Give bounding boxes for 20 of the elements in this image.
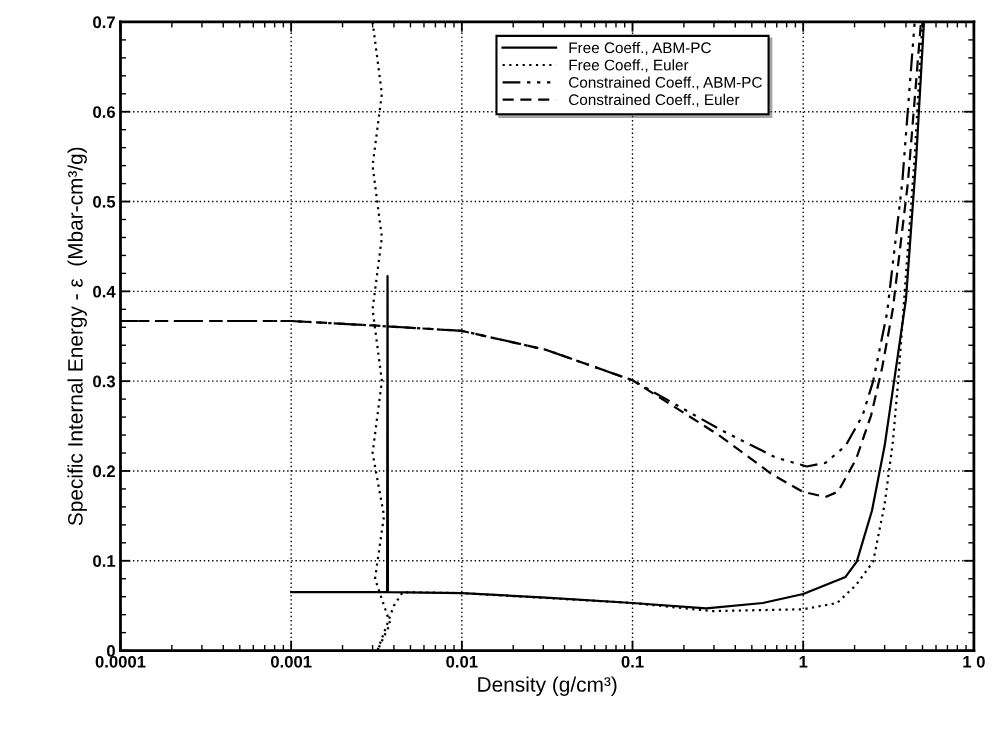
y-tick-label: 0 [107,644,115,657]
y-tick-label: 0.7 [93,16,115,29]
y-tick-label: 0.5 [93,195,116,208]
legend-label: Free Coeff., ABM-PC [569,41,711,55]
x-tick-label: 0.0001 [95,655,146,668]
y-tick-label: 0.6 [93,106,116,118]
x-tick-label: 0.1 [621,655,644,668]
y-axis-title: Specific Internal Energy - ε (Mbar-cm³/g) [67,147,87,526]
legend-label: Constrained Coeff., Euler [569,93,740,107]
x-tick-label: 0.01 [446,655,478,668]
x-tick-label: 0.001 [270,655,312,668]
y-tick-label: 0.4 [93,285,116,298]
y-tick-label: 0.1 [93,555,116,567]
x-tick-label: 1 0 [963,655,985,668]
legend-label: Constrained Coeff., ABM-PC [569,76,762,90]
x-tick-label: 1 [799,656,808,668]
legend-label: Free Coeff., Euler [569,59,689,73]
y-tick-label: 0.2 [93,465,115,478]
y-tick-label: 0.3 [93,375,116,388]
x-axis-title: Density (g/cm³) [478,676,617,696]
